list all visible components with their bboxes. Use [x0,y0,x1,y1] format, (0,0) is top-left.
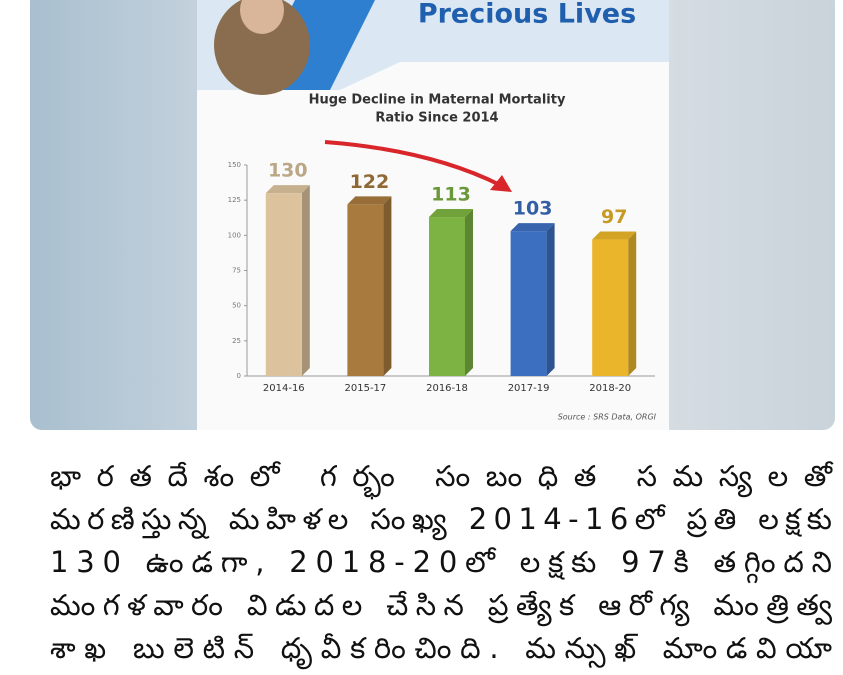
post-text-line: శాఖ బులెటిన్ ధృవీకరించింది. మన్సుఖ్ మాండ… [50,631,832,670]
bar-side [301,185,310,376]
photo [214,0,310,95]
bar-top [265,185,310,194]
post-text-line: భారతదేశంలో గర్భం సంబంధిత సమస్యలతో [50,459,834,500]
bar-top [347,196,392,205]
bar-side [383,196,392,376]
post-text-line: మరణిస్తున్న మహిళల సంఖ్య 2014-16లో ప్రతి … [50,502,832,541]
x-tick-label: 2018-20 [589,383,631,394]
value-label: 122 [350,171,390,193]
chart-source: Source : SRS Data, ORGI [558,413,657,422]
chart-title-line: Ratio Since 2014 [375,111,498,126]
value-label: 97 [601,206,627,228]
bar-side [628,231,637,376]
y-tick-label: 125 [228,196,241,204]
y-tick-label: 150 [228,161,241,169]
value-label: 130 [268,160,308,182]
bar [429,217,465,376]
bar-top [592,231,637,240]
photo-face [240,0,284,34]
y-tick-label: 25 [232,337,241,345]
y-tick-label: 100 [228,231,241,239]
bar [592,239,629,376]
y-tick-label: 50 [232,302,241,310]
poster-headline: Precious Lives [418,0,636,30]
x-tick-label: 2014-16 [263,383,305,394]
bar [510,231,547,376]
x-tick-label: 2017-19 [508,383,550,394]
bar-top [429,209,473,218]
bar-side [546,223,555,376]
value-label: 113 [431,184,471,206]
bar [265,193,302,376]
bar [347,204,384,376]
arrow-head [490,175,512,192]
y-tick-label: 75 [232,267,241,275]
x-tick-label: 2016-18 [426,383,468,394]
bar-top [510,223,555,232]
x-tick-label: 2015-17 [345,383,387,394]
post-text-line: మంగళవారం విడుదల చేసిన ప్రత్యేక ఆరోగ్య మం… [50,588,833,627]
chart-title-line: Huge Decline in Maternal Mortality [309,93,566,108]
trend-arrow [324,140,501,187]
y-tick-label: 0 [237,372,241,380]
post-text-line: 130 ఉండగా, 2018-20లో లక్షకు 97కి తగ్గింద… [50,545,832,584]
bar-side [465,209,473,376]
value-label: 103 [513,198,553,220]
